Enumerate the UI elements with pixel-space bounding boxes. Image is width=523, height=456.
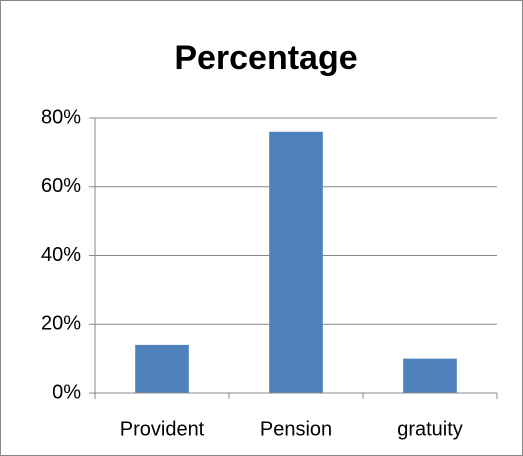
x-tick-label: gratuity xyxy=(397,418,463,440)
bar xyxy=(269,131,323,393)
chart-title: Percentage xyxy=(174,39,357,77)
bar xyxy=(135,344,189,393)
y-tick-label: 20% xyxy=(41,313,81,335)
x-tick-label: Pension xyxy=(260,418,332,440)
x-tick-label: Provident xyxy=(120,418,205,440)
y-tick-label: 60% xyxy=(41,175,81,197)
bar xyxy=(403,358,457,393)
y-tick-label: 0% xyxy=(52,381,81,403)
y-tick-label: 40% xyxy=(41,244,81,266)
y-tick-label: 80% xyxy=(41,106,81,128)
